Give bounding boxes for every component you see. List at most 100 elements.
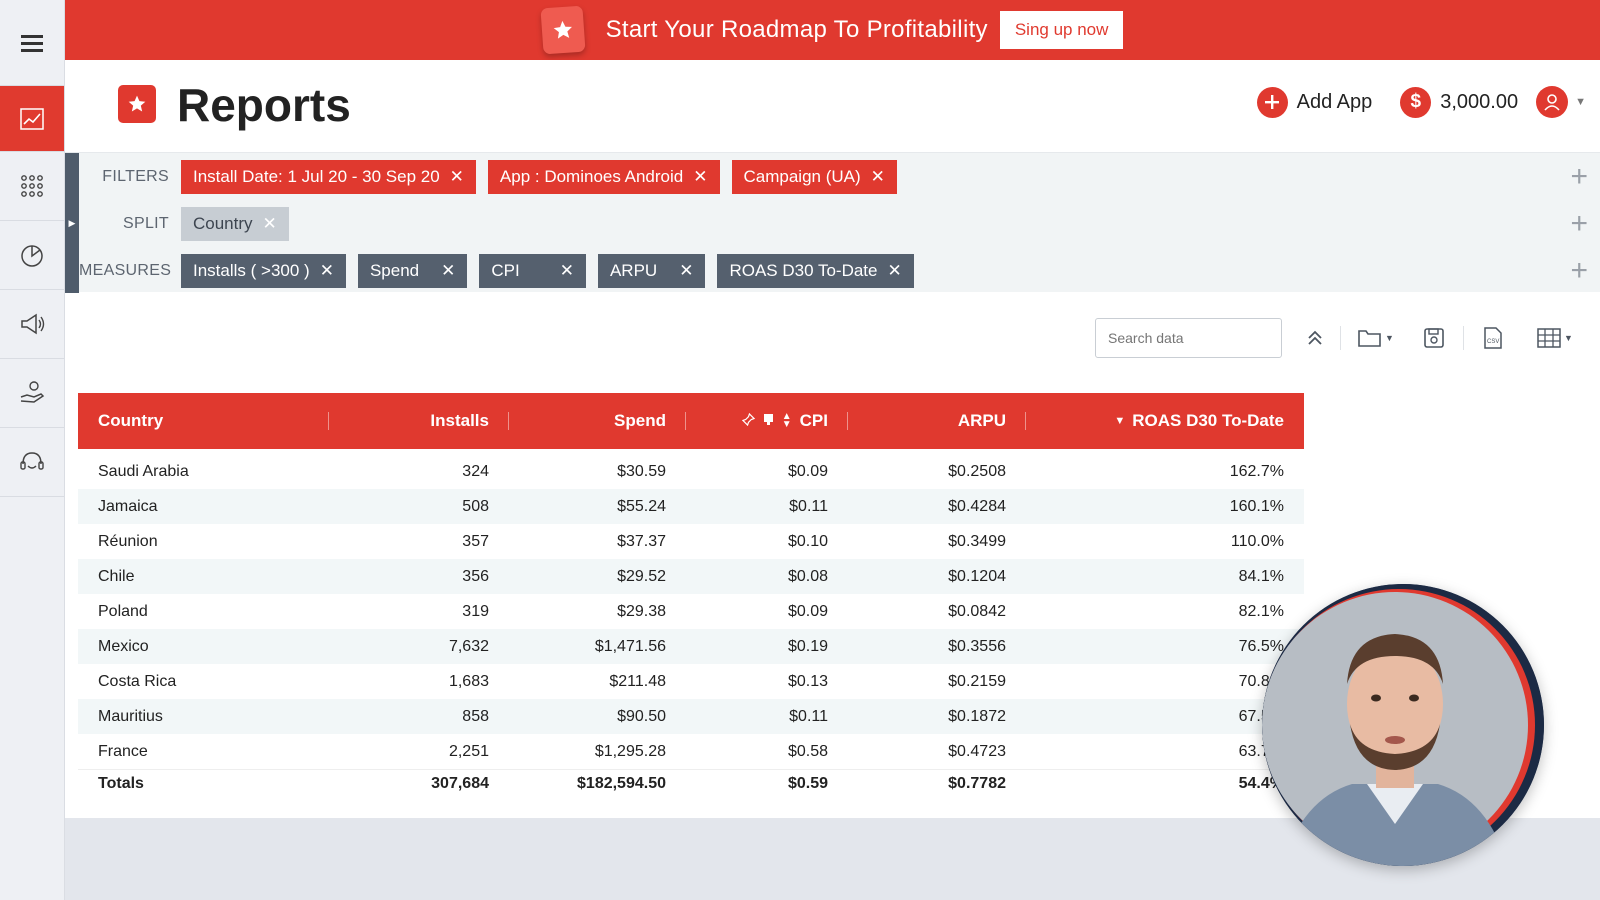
cell-spend: $1,295.28 bbox=[594, 742, 666, 760]
close-icon[interactable]: ✕ bbox=[887, 260, 902, 280]
filter-icon[interactable] bbox=[763, 413, 774, 429]
line-chart-icon bbox=[20, 107, 44, 130]
cell-country: Costa Rica bbox=[98, 672, 177, 690]
close-icon[interactable]: ✕ bbox=[441, 260, 456, 280]
table-row[interactable]: Jamaica 508 $55.24 $0.11 $0.4284 160.1% bbox=[78, 489, 1304, 524]
measure-chip[interactable]: CPI ✕ bbox=[479, 253, 586, 288]
table-row[interactable]: Réunion 357 $37.37 $0.10 $0.3499 110.0% bbox=[78, 524, 1304, 559]
split-label: SPLIT bbox=[123, 214, 169, 232]
table-row[interactable]: Chile 356 $29.52 $0.08 $0.1204 84.1% bbox=[78, 559, 1304, 594]
add-filter-plus-icon[interactable]: + bbox=[1570, 159, 1588, 193]
close-icon[interactable]: ✕ bbox=[679, 260, 694, 280]
banner-text: Start Your Roadmap To Profitability bbox=[605, 16, 988, 43]
add-measure-plus-icon[interactable]: + bbox=[1570, 253, 1588, 287]
measure-chip[interactable]: Installs ( >300 ) ✕ bbox=[181, 253, 346, 288]
cell-roas: 160.1% bbox=[1229, 497, 1284, 515]
cell-roas: 84.1% bbox=[1238, 567, 1284, 585]
cell-cpi: $0.09 bbox=[787, 462, 828, 480]
chevron-down-icon[interactable]: ▼ bbox=[1575, 96, 1586, 108]
table-row[interactable]: Mexico 7,632 $1,471.56 $0.19 $0.3556 76.… bbox=[78, 629, 1304, 664]
column-header-spend[interactable]: Spend bbox=[509, 393, 686, 449]
megaphone-icon bbox=[21, 313, 45, 335]
collapse-handle[interactable]: ▶ bbox=[65, 153, 79, 293]
close-icon[interactable]: ✕ bbox=[319, 260, 334, 280]
split-chip[interactable]: Country ✕ bbox=[181, 206, 289, 241]
table-row[interactable]: France 2,251 $1,295.28 $0.58 $0.4723 63.… bbox=[78, 734, 1304, 769]
cell-spend: $55.24 bbox=[617, 497, 666, 515]
column-header-roas[interactable]: ▼ ROAS D30 To-Date bbox=[1026, 393, 1304, 449]
cell-arpu: $0.3499 bbox=[948, 532, 1006, 550]
pin-icon[interactable] bbox=[741, 412, 755, 429]
chip-label: ROAS D30 To-Date bbox=[729, 260, 878, 280]
filter-chip[interactable]: Install Date: 1 Jul 20 - 30 Sep 20 ✕ bbox=[181, 159, 476, 194]
cell-roas: 110.0% bbox=[1230, 532, 1284, 550]
hamburger-menu-icon[interactable] bbox=[0, 0, 64, 86]
sidebar-item-campaigns[interactable] bbox=[0, 290, 64, 359]
table-row[interactable]: Saudi Arabia 324 $30.59 $0.09 $0.2508 16… bbox=[78, 454, 1304, 489]
column-header-cpi[interactable]: ▲ ▼ CPI bbox=[686, 393, 848, 449]
chip-label: ARPU bbox=[609, 260, 658, 280]
sidebar-item-apps[interactable] bbox=[0, 152, 64, 221]
csv-export-icon[interactable]: CSV bbox=[1482, 323, 1504, 353]
close-icon[interactable]: ✕ bbox=[693, 166, 708, 186]
column-header-arpu[interactable]: ARPU bbox=[848, 393, 1026, 449]
close-icon[interactable]: ✕ bbox=[559, 260, 574, 280]
cell-roas: 162.7% bbox=[1229, 462, 1284, 480]
close-icon[interactable]: ✕ bbox=[262, 213, 277, 233]
folder-icon[interactable]: ▼ bbox=[1357, 323, 1394, 353]
cell-country: France bbox=[98, 742, 148, 760]
chip-label: App : Dominoes Android bbox=[499, 166, 684, 186]
cell-country: Réunion bbox=[98, 532, 158, 550]
close-icon[interactable]: ✕ bbox=[870, 166, 885, 186]
chip-label: CPI bbox=[491, 260, 520, 280]
add-app-button[interactable]: Add App bbox=[1256, 86, 1372, 118]
column-label: Installs bbox=[430, 411, 489, 430]
sidebar-item-support[interactable] bbox=[0, 428, 64, 497]
header-actions: Add App $ 3,000.00 ▼ bbox=[1256, 86, 1586, 118]
close-icon[interactable]: ✕ bbox=[449, 166, 464, 186]
collapse-up-icon[interactable] bbox=[1305, 323, 1325, 353]
cell-arpu: $0.1872 bbox=[948, 707, 1006, 725]
save-icon[interactable] bbox=[1423, 323, 1445, 353]
user-avatar-icon[interactable] bbox=[1536, 86, 1569, 118]
measure-chip[interactable]: ARPU ✕ bbox=[597, 253, 706, 288]
column-header-installs[interactable]: Installs bbox=[329, 393, 509, 449]
cell-roas: 82.1% bbox=[1238, 602, 1284, 620]
balance-display[interactable]: $ 3,000.00 bbox=[1400, 86, 1518, 118]
sort-desc-icon: ▼ bbox=[1114, 415, 1126, 427]
cell-installs: 357 bbox=[462, 532, 489, 550]
svg-text:CSV: CSV bbox=[1487, 339, 1499, 345]
cell-spend: $1,471.56 bbox=[594, 637, 666, 655]
measure-chip[interactable]: Spend ✕ bbox=[357, 253, 468, 288]
signup-button[interactable]: Sing up now bbox=[999, 11, 1124, 49]
table-row[interactable]: Costa Rica 1,683 $211.48 $0.13 $0.2159 7… bbox=[78, 664, 1304, 699]
sidebar-item-reports[interactable] bbox=[0, 86, 64, 152]
cell-arpu: $0.2159 bbox=[948, 672, 1006, 690]
table-row[interactable]: Mauritius 858 $90.50 $0.11 $0.1872 67.5% bbox=[78, 699, 1304, 734]
table-view-icon[interactable]: ▼ bbox=[1537, 323, 1573, 353]
column-header-country[interactable]: Country bbox=[78, 393, 329, 449]
sidebar-item-analytics[interactable] bbox=[0, 221, 64, 290]
column-label: ROAS D30 To-Date bbox=[1132, 411, 1284, 430]
cell-spend: $29.52 bbox=[617, 567, 666, 585]
sort-icon[interactable]: ▲ ▼ bbox=[781, 411, 792, 430]
sidebar-item-revenue[interactable] bbox=[0, 359, 64, 428]
table-body: Saudi Arabia 324 $30.59 $0.09 $0.2508 16… bbox=[78, 449, 1304, 769]
pie-chart-icon bbox=[21, 245, 43, 267]
cell-installs: 508 bbox=[462, 497, 489, 515]
filter-chip[interactable]: Campaign (UA) ✕ bbox=[731, 159, 897, 194]
cell-spend: $90.50 bbox=[617, 707, 666, 725]
cell-country: Saudi Arabia bbox=[98, 462, 189, 480]
filter-chip[interactable]: App : Dominoes Android ✕ bbox=[487, 159, 720, 194]
presenter-video-overlay bbox=[1262, 584, 1544, 866]
add-split-plus-icon[interactable]: + bbox=[1570, 206, 1588, 240]
plus-circle-icon bbox=[1256, 86, 1288, 118]
cell-spend: $29.38 bbox=[617, 602, 666, 620]
table-row[interactable]: Poland 319 $29.38 $0.09 $0.0842 82.1% bbox=[78, 594, 1304, 629]
measure-chip[interactable]: ROAS D30 To-Date ✕ bbox=[717, 253, 914, 288]
apps-grid-icon bbox=[21, 175, 43, 197]
search-input[interactable] bbox=[1095, 318, 1282, 358]
measures-label: MEASURES bbox=[79, 261, 172, 279]
cell-spend: $211.48 bbox=[609, 672, 666, 690]
cell-cpi: $0.09 bbox=[787, 602, 828, 620]
